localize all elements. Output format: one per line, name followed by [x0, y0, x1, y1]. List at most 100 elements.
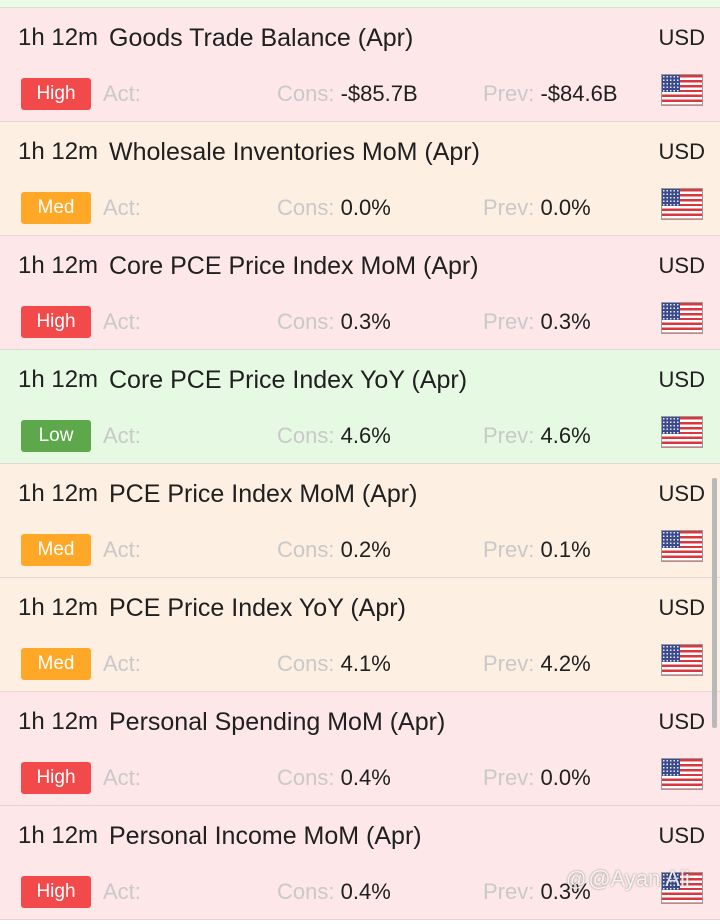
us-flag-icon	[661, 530, 703, 562]
impact-badge: Med	[21, 192, 91, 224]
event-currency: USD	[658, 709, 705, 734]
actual-label: Act:	[103, 879, 141, 904]
event-row[interactable]: 1h 12m Core PCE Price Index YoY (Apr) US…	[0, 350, 720, 464]
event-row[interactable]: 1h 12m Wholesale Inventories MoM (Apr) U…	[0, 122, 720, 236]
previous-value: -$84.6B	[540, 81, 618, 106]
consensus-value: 0.3%	[340, 309, 391, 334]
event-time: 1h 12m	[18, 480, 99, 507]
threads-icon: @	[566, 869, 587, 891]
consensus-value: 4.1%	[340, 651, 391, 676]
previous-label: Prev:	[483, 423, 535, 448]
consensus-value: -$85.7B	[340, 81, 418, 106]
us-flag-icon	[661, 302, 703, 334]
event-time: 1h 12m	[18, 24, 99, 51]
consensus-field: Cons: 0.4%	[277, 879, 391, 905]
event-title: PCE Price Index MoM (Apr)	[109, 480, 418, 508]
event-time: 1h 12m	[18, 366, 99, 393]
event-title: Personal Income MoM (Apr)	[109, 822, 422, 850]
consensus-value: 0.4%	[340, 879, 391, 904]
consensus-value: 4.6%	[340, 423, 391, 448]
previous-value: 0.0%	[540, 765, 591, 790]
consensus-field: Cons: 0.2%	[277, 537, 391, 563]
consensus-label: Cons:	[277, 309, 335, 334]
event-time: 1h 12m	[18, 594, 99, 621]
previous-label: Prev:	[483, 195, 535, 220]
consensus-field: Cons: 0.0%	[277, 195, 391, 221]
event-row[interactable]: 1h 12m PCE Price Index MoM (Apr) USD Med…	[0, 464, 720, 578]
actual-label: Act:	[103, 195, 141, 220]
event-currency: USD	[658, 253, 705, 278]
us-flag-icon	[661, 872, 703, 904]
previous-field: Prev: 0.3%	[483, 879, 591, 905]
consensus-field: Cons: 0.3%	[277, 309, 391, 335]
us-flag-icon	[661, 74, 703, 106]
event-title: Core PCE Price Index YoY (Apr)	[109, 366, 468, 394]
consensus-label: Cons:	[277, 81, 335, 106]
previous-value: 0.1%	[540, 537, 591, 562]
watermark: @@Ayan Ali	[566, 866, 690, 892]
event-row[interactable]: 1h 12m Personal Spending MoM (Apr) USD H…	[0, 692, 720, 806]
consensus-label: Cons:	[277, 537, 335, 562]
event-currency: USD	[658, 595, 705, 620]
event-currency: USD	[658, 367, 705, 392]
event-row[interactable]: 1h 12m PCE Price Index YoY (Apr) USD Med…	[0, 578, 720, 692]
event-row[interactable]: 1h 12m Goods Trade Balance (Apr) USD Hig…	[0, 8, 720, 122]
previous-label: Prev:	[483, 879, 535, 904]
consensus-label: Cons:	[277, 423, 335, 448]
actual-label: Act:	[103, 81, 141, 106]
previous-field: Prev: -$84.6B	[483, 81, 618, 107]
consensus-field: Cons: 0.4%	[277, 765, 391, 791]
actual-label: Act:	[103, 537, 141, 562]
previous-field: Prev: 0.0%	[483, 195, 591, 221]
event-title: Personal Spending MoM (Apr)	[109, 708, 446, 736]
actual-label: Act:	[103, 309, 141, 334]
economic-calendar-list: 1h 12m Goods Trade Balance (Apr) USD Hig…	[0, 8, 720, 920]
actual-field: Act:	[103, 651, 141, 677]
previous-field: Prev: 0.0%	[483, 765, 591, 791]
actual-field: Act:	[103, 81, 141, 107]
event-row[interactable]: 1h 12m Personal Income MoM (Apr) USD Hig…	[0, 806, 720, 920]
previous-value: 0.3%	[540, 309, 591, 334]
previous-field: Prev: 0.1%	[483, 537, 591, 563]
actual-label: Act:	[103, 423, 141, 448]
us-flag-icon	[661, 188, 703, 220]
event-time: 1h 12m	[18, 708, 99, 735]
event-currency: USD	[658, 25, 705, 50]
impact-badge: High	[21, 306, 91, 338]
event-currency: USD	[658, 139, 705, 164]
previous-label: Prev:	[483, 81, 535, 106]
consensus-value: 0.2%	[340, 537, 391, 562]
consensus-label: Cons:	[277, 765, 335, 790]
event-title: Goods Trade Balance (Apr)	[109, 24, 414, 52]
event-title: PCE Price Index YoY (Apr)	[109, 594, 406, 622]
impact-badge: High	[21, 78, 91, 110]
consensus-label: Cons:	[277, 651, 335, 676]
actual-field: Act:	[103, 423, 141, 449]
actual-field: Act:	[103, 537, 141, 563]
vertical-scrollbar[interactable]	[712, 478, 717, 728]
previous-label: Prev:	[483, 309, 535, 334]
us-flag-icon	[661, 644, 703, 676]
actual-field: Act:	[103, 765, 141, 791]
us-flag-icon	[661, 416, 703, 448]
event-row[interactable]: 1h 12m Core PCE Price Index MoM (Apr) US…	[0, 236, 720, 350]
impact-badge: High	[21, 762, 91, 794]
top-divider	[0, 0, 720, 8]
us-flag-icon	[661, 758, 703, 790]
impact-badge: High	[21, 876, 91, 908]
previous-label: Prev:	[483, 765, 535, 790]
previous-value: 0.0%	[540, 195, 591, 220]
event-time: 1h 12m	[18, 138, 99, 165]
consensus-label: Cons:	[277, 195, 335, 220]
previous-value: 4.2%	[540, 651, 591, 676]
previous-field: Prev: 4.2%	[483, 651, 591, 677]
event-currency: USD	[658, 823, 705, 848]
impact-badge: Low	[21, 420, 91, 452]
event-time: 1h 12m	[18, 252, 99, 279]
actual-field: Act:	[103, 309, 141, 335]
actual-label: Act:	[103, 651, 141, 676]
actual-label: Act:	[103, 765, 141, 790]
previous-field: Prev: 0.3%	[483, 309, 591, 335]
previous-value: 0.3%	[540, 879, 591, 904]
watermark-text: @Ayan Ali	[588, 866, 690, 891]
